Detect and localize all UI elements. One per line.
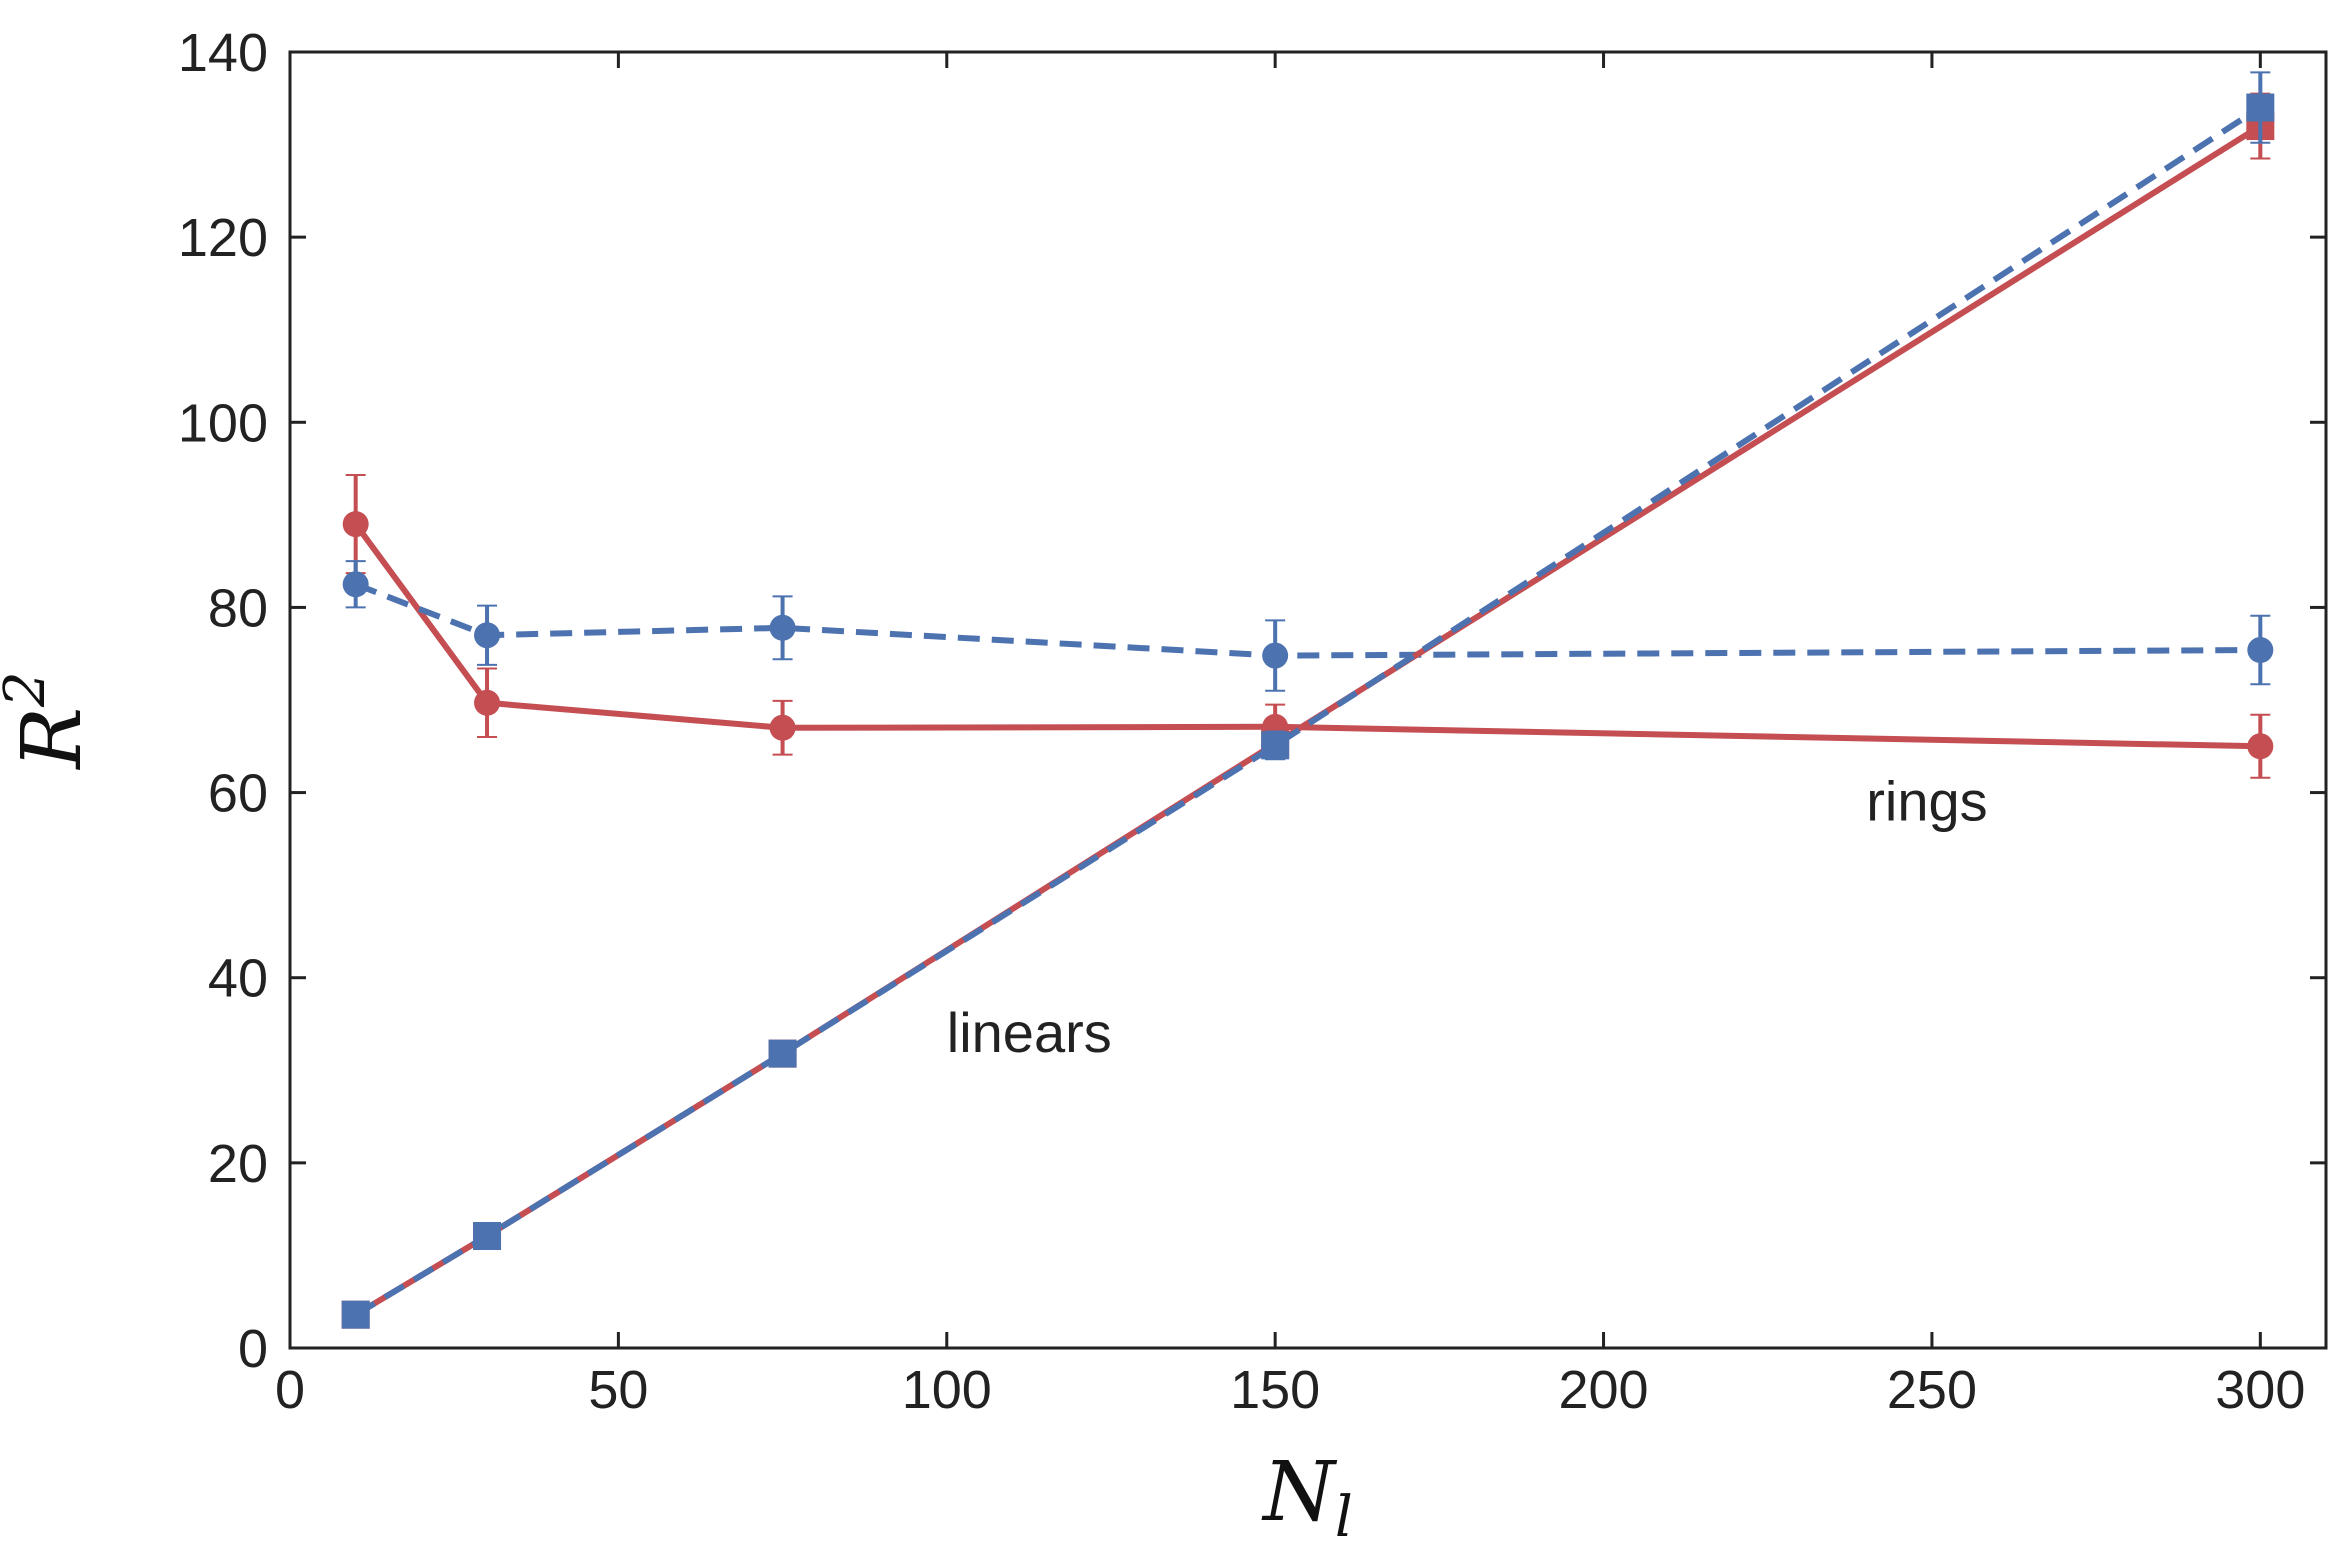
series-line — [354, 104, 2262, 1318]
y-tick-label: 140 — [178, 23, 268, 83]
y-tick-label: 40 — [208, 949, 268, 1009]
data-point — [1261, 731, 1290, 760]
series-line — [353, 522, 2261, 750]
x-tick-label: 300 — [2215, 1360, 2305, 1420]
series-line — [354, 581, 2261, 659]
series-rings-red — [342, 474, 2274, 779]
data-point — [342, 511, 369, 538]
y-axis-title: R2 — [0, 671, 100, 770]
data-point — [473, 1221, 502, 1250]
x-tick-label: 0 — [275, 1360, 305, 1420]
data-point — [769, 714, 796, 741]
x-axis-title-main: N — [1261, 1445, 1338, 1540]
x-tick-label: 250 — [1887, 1360, 1977, 1420]
axis-ticks: 0 50 100 150 200 250 300 0 20 40 60 80 100 120 140 — [178, 23, 2326, 1420]
series-rings-blue — [342, 560, 2274, 692]
data-point — [1262, 642, 1289, 669]
y-tick-label: 0 — [238, 1319, 268, 1379]
y-axis-title-superscript: 2 — [0, 671, 58, 708]
x-tick-label: 100 — [902, 1360, 992, 1420]
y-tick-label: 120 — [178, 208, 268, 268]
y-tick-label: 100 — [178, 393, 268, 453]
y-axis-title-main: R — [5, 707, 100, 771]
series-linears-blue — [341, 71, 2275, 1329]
data-point — [474, 689, 501, 716]
data-point — [2247, 637, 2274, 664]
data-point — [2247, 733, 2274, 760]
data-point — [474, 622, 501, 649]
data-point — [768, 1039, 797, 1068]
plot-frame — [288, 50, 2328, 1350]
annotations: rings linears — [947, 769, 1988, 1063]
x-tick-label: 50 — [588, 1360, 648, 1420]
data-point — [342, 571, 369, 598]
y-tick-label: 60 — [208, 764, 268, 824]
annotation-rings: rings — [1866, 769, 1987, 832]
data-point — [2246, 93, 2275, 122]
y-tick-label: 20 — [208, 1134, 268, 1194]
x-axis-title: Nl — [1261, 1445, 1353, 1550]
plot-series — [341, 71, 2275, 1329]
series-line — [354, 123, 2262, 1318]
x-tick-label: 200 — [1558, 1360, 1648, 1420]
x-tick-label: 150 — [1230, 1360, 1320, 1420]
data-point — [769, 614, 796, 641]
y-tick-label: 80 — [208, 578, 268, 638]
annotation-linears: linears — [947, 1001, 1112, 1064]
x-axis-title-subscript: l — [1335, 1485, 1353, 1550]
data-point — [341, 1300, 370, 1329]
